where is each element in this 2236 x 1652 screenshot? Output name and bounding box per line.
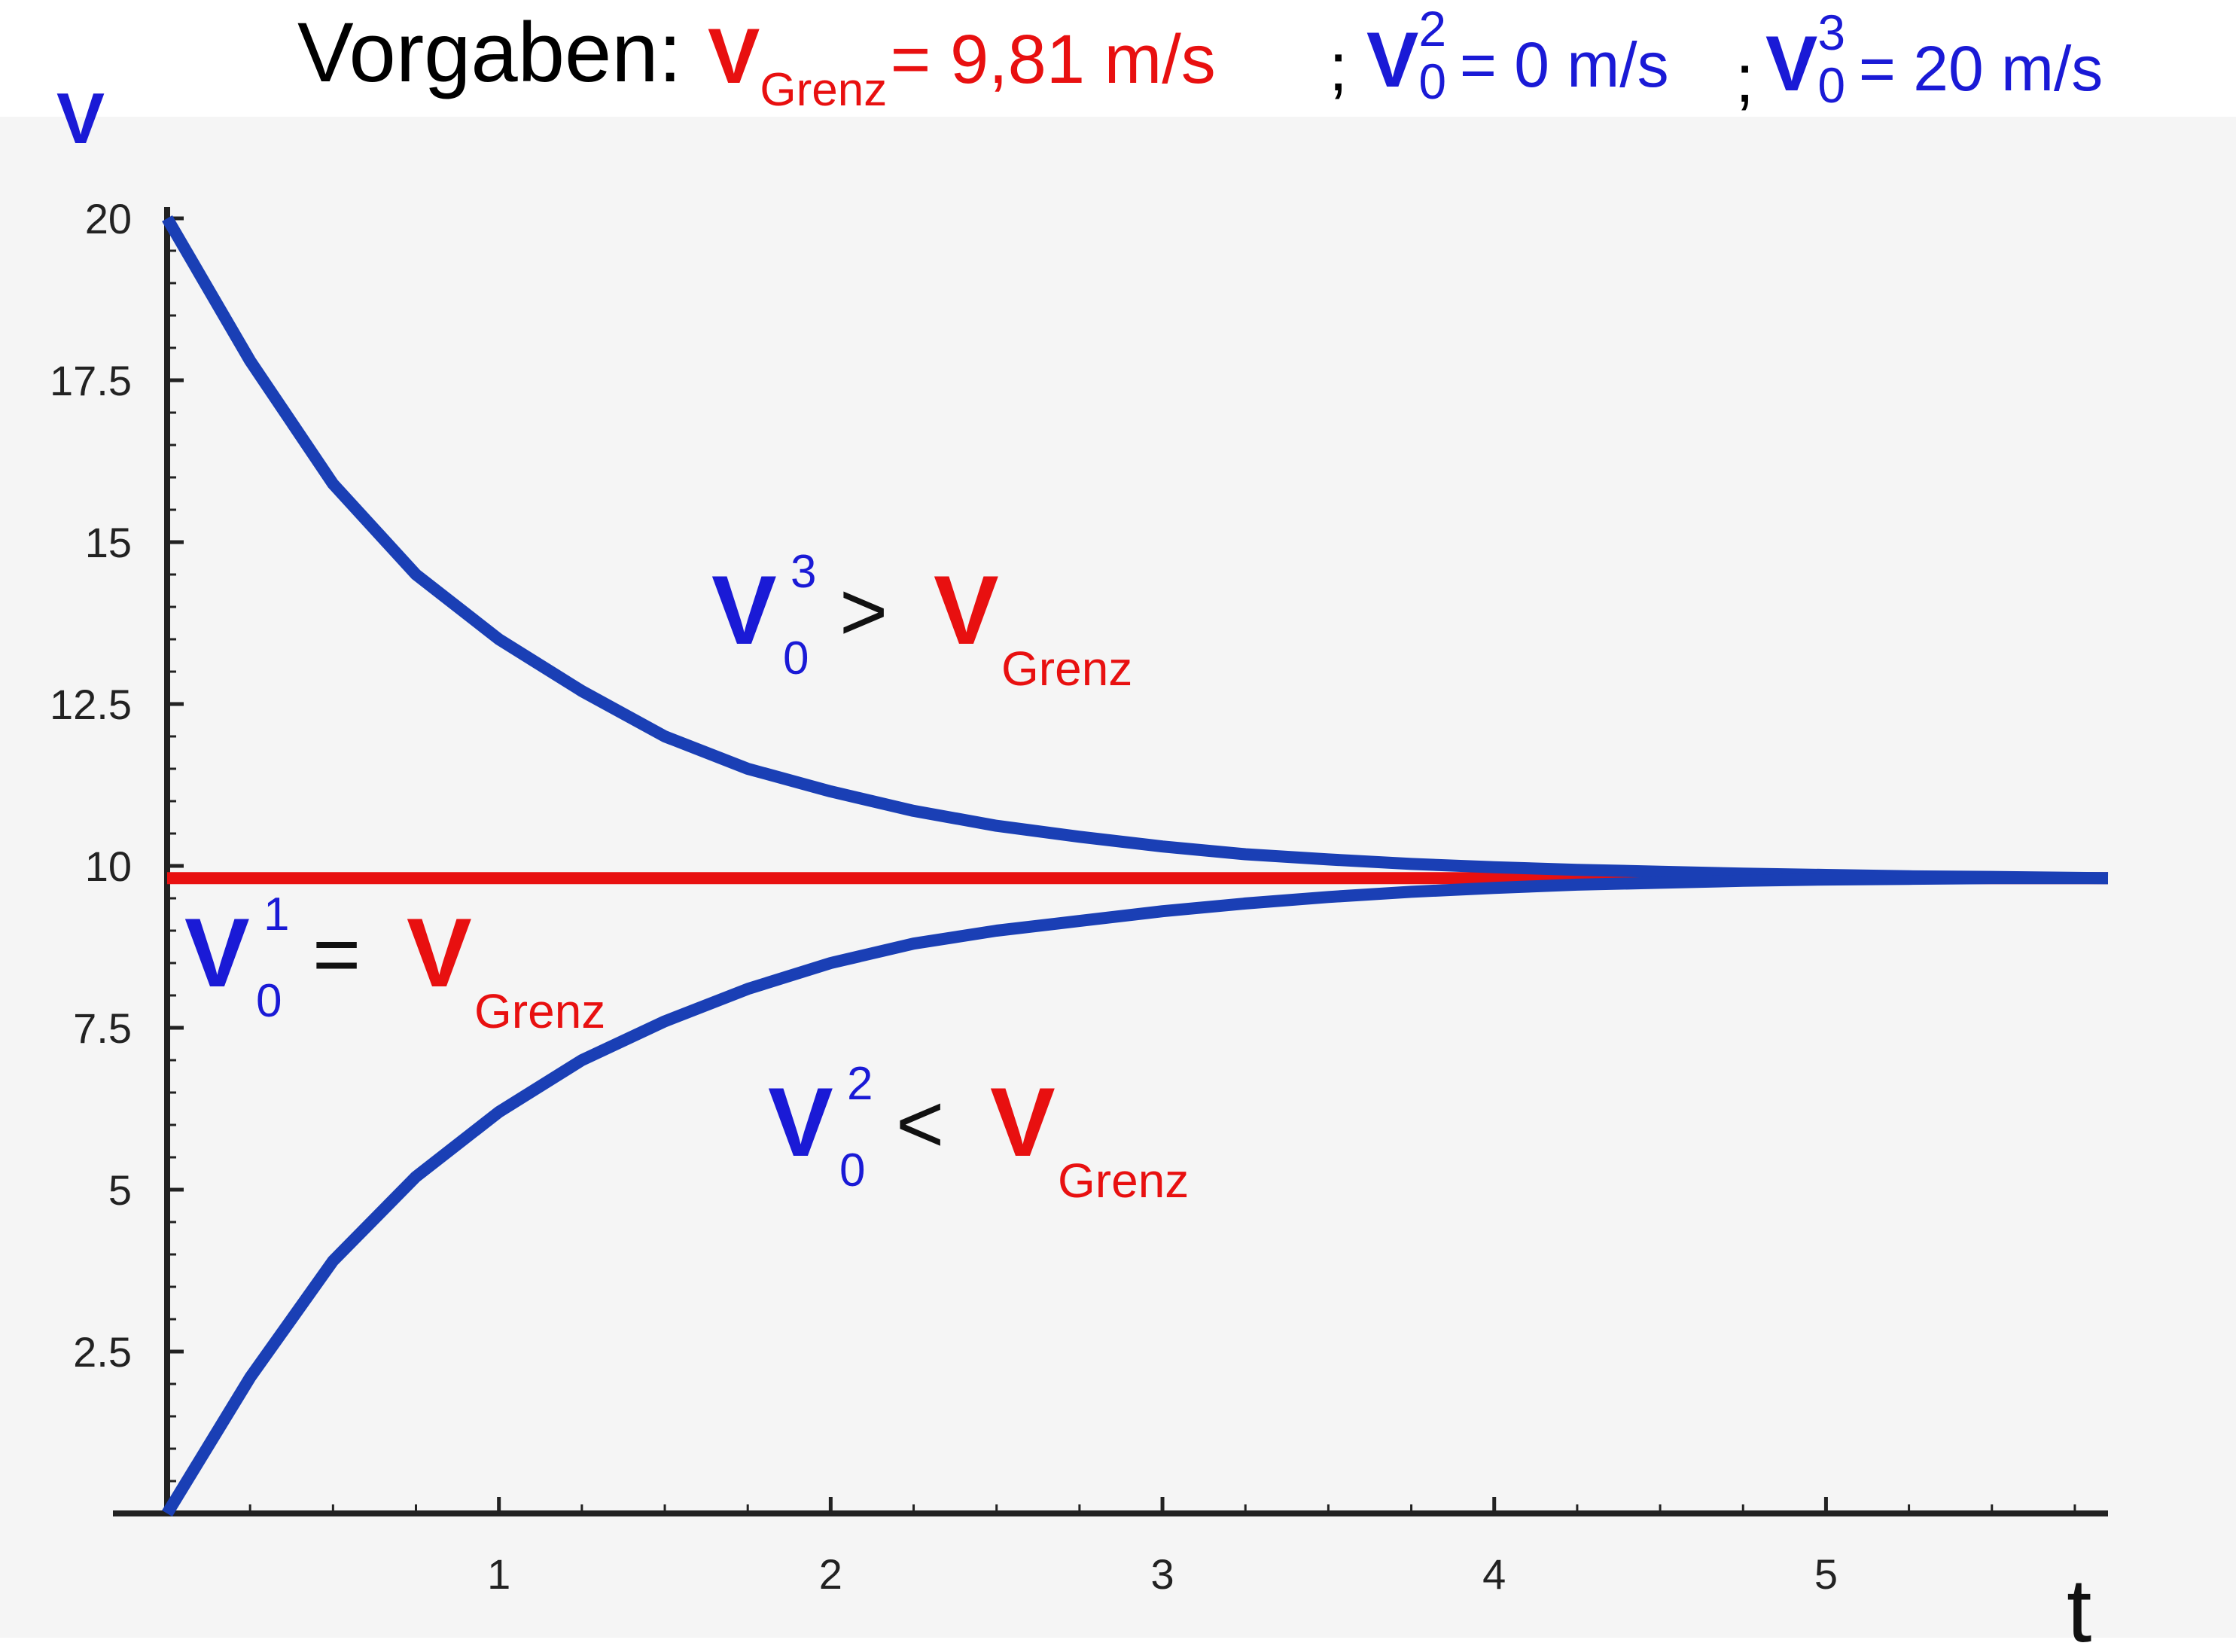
- x-tick-label: 2: [819, 1550, 842, 1598]
- x-tick-label: 1: [487, 1550, 510, 1598]
- header-prefix: Vorgaben:: [297, 5, 682, 99]
- x-tick-label: 3: [1150, 1550, 1174, 1598]
- y-tick-label: 10: [85, 843, 132, 890]
- header-vgrenz-value: = 9,81 m/s: [890, 21, 1216, 98]
- annotation-sup: 1: [264, 888, 289, 940]
- annotation-v01-equal: V 10= VGrenz: [184, 888, 605, 1038]
- y-tick-label: 12.5: [50, 681, 132, 728]
- header-separator-1: ;: [1329, 30, 1348, 105]
- annotation-symbol: V: [768, 1067, 833, 1177]
- y-tick-label: 7.5: [73, 1004, 132, 1052]
- y-tick-label: 5: [108, 1166, 132, 1214]
- annotation-symbol: V: [184, 898, 250, 1007]
- y-tick-label: 17.5: [50, 357, 132, 404]
- header-vgrenz-sub: Grenz: [760, 64, 888, 116]
- annotation-rhs: V: [990, 1067, 1056, 1177]
- header-v02-sub: 0: [1418, 53, 1447, 109]
- annotation-rhs-sub: Grenz: [1001, 642, 1132, 696]
- annotation-symbol: V: [711, 555, 777, 665]
- y-tick-label: 2.5: [73, 1328, 132, 1376]
- annotation-relation: =: [312, 908, 361, 1001]
- header-v02-sup: 2: [1418, 1, 1447, 56]
- header-v03-symbol: V: [1765, 20, 1818, 108]
- annotation-sup: 3: [791, 546, 816, 598]
- header-vgrenz-symbol: V: [708, 13, 760, 100]
- header-v02-value: = 0 m/s: [1459, 29, 1669, 100]
- y-tick-label: 15: [85, 519, 132, 566]
- series-v02-increasing: [162, 872, 2108, 1517]
- y-axis-label: V: [56, 78, 105, 159]
- y-tick-label: 20: [85, 195, 132, 242]
- series-v03-decreasing: [162, 215, 2109, 885]
- annotation-sub: 0: [783, 632, 809, 684]
- annotation-rhs-sub: Grenz: [1058, 1154, 1189, 1208]
- annotation-relation: <: [896, 1077, 944, 1170]
- header-v03-value: = 20 m/s: [1858, 33, 2103, 104]
- annotation-rhs-sub: Grenz: [474, 984, 605, 1038]
- annotation-rhs: V: [934, 555, 999, 665]
- annotation-v03-greater: V 30> VGrenz: [711, 546, 1132, 696]
- annotation-sub: 0: [256, 975, 282, 1027]
- header-vgrenz: VGrenz = 9,81 m/s: [708, 4, 1216, 117]
- annotation-sup: 2: [847, 1058, 873, 1110]
- header-v03-sup: 3: [1817, 5, 1846, 60]
- x-axis-label: t: [2067, 1560, 2091, 1652]
- annotation-sub: 0: [839, 1145, 865, 1196]
- annotation-relation: >: [839, 565, 888, 658]
- annotation-v02-less: V 20< VGrenz: [768, 1058, 1189, 1208]
- x-tick-label: 4: [1482, 1550, 1506, 1598]
- header-v03-sub: 0: [1817, 57, 1846, 113]
- x-tick-label: 5: [1814, 1550, 1838, 1598]
- annotation-rhs: V: [407, 898, 472, 1007]
- header-v02-symbol: V: [1366, 17, 1419, 104]
- header-separator-2: ;: [1735, 41, 1755, 117]
